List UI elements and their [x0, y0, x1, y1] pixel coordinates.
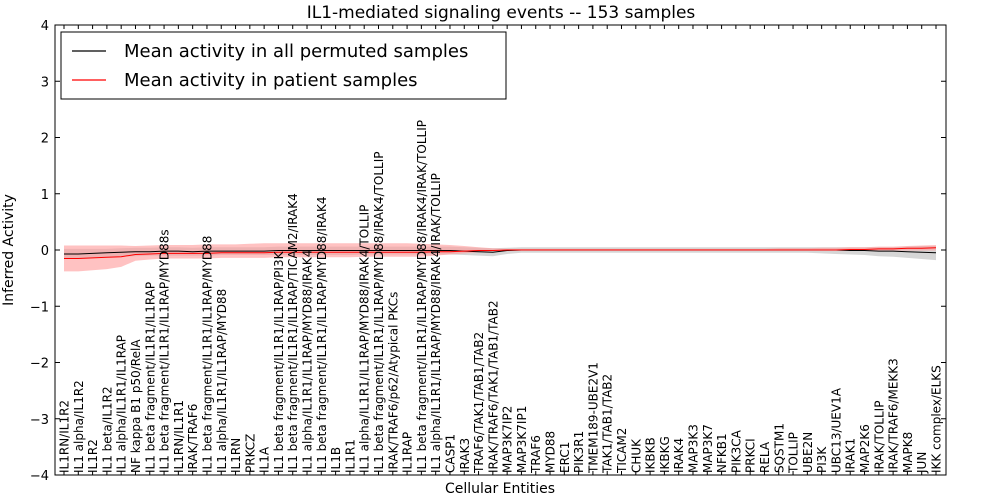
x-category-label: IL1 alpha/IL1R1/IL1RAP — [115, 335, 129, 473]
x-category-label: MAP3K3 — [686, 424, 700, 473]
x-category-label: IKBKB — [644, 437, 658, 473]
x-category-label: NFKB1 — [715, 433, 729, 473]
x-category-label: MAP2K6 — [858, 424, 872, 473]
x-category-label: IL1 beta fragment/IL1R1/IL1RAP/PI3K — [272, 250, 286, 473]
x-category-label: IL1 alpha/IL1R1/IL1RAP/MYD88 — [215, 289, 229, 473]
x-category-label: IL1R1 — [343, 439, 357, 473]
x-category-label: IL1 beta fragment/IL1R1/IL1RAP — [143, 282, 157, 473]
x-category-label: ERC1 — [558, 442, 572, 473]
x-category-label: IL1 beta fragment/IL1R1/IL1RAP/MYD88/IRA… — [415, 120, 429, 473]
series-lines — [64, 247, 937, 259]
x-category-label: RELA — [758, 441, 772, 473]
x-category-label: UBC13/UEV1A — [829, 387, 843, 473]
x-category-label: IL1 beta fragment/IL1R1/IL1RAP/MYD88 — [200, 236, 214, 473]
x-category-label: IL1 beta fragment/IL1R1/IL1RAP/TICAM2/IR… — [286, 193, 300, 473]
x-category-label: IL1 alpha/IL1R1/IL1RAP/MYD88/IRAK4/IRAK/… — [429, 173, 443, 473]
x-category-label: TRAF6 — [529, 435, 543, 474]
x-category-label: IRAK1 — [844, 438, 858, 473]
x-category-label: MAP3K7IP2 — [501, 406, 515, 473]
y-tick-label: 2 — [41, 132, 49, 147]
x-category-label: IRAK3 — [458, 438, 472, 473]
x-category-label: UBE2N — [801, 432, 815, 473]
x-category-label: IRAK/TRAF6/p62/Atypical PKCs — [386, 292, 400, 473]
x-category-label: CASP1 — [443, 434, 457, 473]
x-category-label: CHUK — [629, 438, 643, 473]
y-tick-label: 3 — [41, 75, 49, 90]
y-tick-label: −2 — [30, 357, 49, 372]
x-category-label: IL1A — [258, 446, 272, 473]
legend-label-patient: Mean activity in patient samples — [124, 70, 418, 91]
x-category-label: IRAK/TRAF6/MEKK3 — [887, 358, 901, 473]
x-category-label: PIK3R1 — [572, 431, 586, 473]
y-axis: −4 −3 −2 −1 0 1 2 3 4 — [30, 19, 946, 484]
x-category-label: PIK3CA — [729, 429, 743, 473]
x-category-label: IL1 beta fragment/IL1R1/IL1RAP/MYD88/IRA… — [372, 152, 386, 473]
y-tick-label: 4 — [41, 19, 49, 34]
x-category-label: TOLLIP — [787, 432, 801, 474]
x-category-label: TRAF6/TAK1/TAB1/TAB2 — [472, 332, 486, 474]
x-category-label: IL1RN — [229, 438, 243, 473]
x-category-label: MAP3K7 — [701, 424, 715, 473]
x-category-label: IL1 alpha/IL1R2 — [72, 380, 86, 473]
x-category-label: MYD88 — [544, 431, 558, 473]
x-axis-title: Cellular Entities — [445, 481, 555, 497]
x-category-label: JUN — [915, 452, 929, 474]
x-category-label: IL1RN/IL1R1 — [172, 400, 186, 473]
x-category-label: IKK complex/ELKS — [930, 365, 944, 473]
x-category-label: IL1 beta fragment/IL1R1/IL1RAP/MYD88/IRA… — [315, 196, 329, 473]
x-category-label: IRAK/TRAF6 — [186, 404, 200, 473]
x-category-label: IKBKG — [658, 436, 672, 473]
chart-title: IL1-mediated signaling events -- 153 sam… — [307, 3, 696, 23]
y-tick-label: −4 — [30, 469, 49, 484]
line-patient-mean — [64, 247, 937, 259]
x-category-label: IL1 beta/IL1R2 — [100, 386, 114, 473]
x-category-label: IRAK/TRAF6/TAK1/TAB1/TAB2 — [486, 300, 500, 473]
x-category-label: NF kappa B1 p50/RelA — [129, 339, 143, 473]
x-category-label: IL1 alpha/IL1R1/IL1RAP/MYD88/IRAK4/TOLLI… — [358, 205, 372, 473]
y-tick-label: −3 — [30, 413, 49, 428]
legend-box — [60, 31, 507, 100]
x-category-label: IL1R2 — [86, 439, 100, 473]
x-category-label: TICAM2 — [615, 428, 629, 474]
x-category-label: MAP3K7IP1 — [515, 406, 529, 473]
legend-label-permuted: Mean activity in all permuted samples — [124, 41, 468, 62]
x-category-label: IRAK/TOLLIP — [872, 401, 886, 473]
x-category-label: IL1RAP — [401, 432, 415, 473]
x-category-label: TAK1/TAB1/TAB2 — [601, 374, 615, 474]
x-category-label: IRAK4 — [672, 438, 686, 473]
y-tick-label: −1 — [30, 300, 49, 315]
x-axis-labels: IL1RN/IL1R2 IL1 alpha/IL1R2 IL1R2 IL1 beta/… — [58, 25, 944, 475]
x-category-label: IL1B — [329, 447, 343, 473]
legend: Mean activity in all permuted samples Me… — [60, 31, 507, 100]
x-category-label: SQSTM1 — [772, 423, 786, 473]
x-category-label: PRKCZ — [243, 434, 257, 473]
y-tick-label: 1 — [41, 188, 49, 203]
x-category-label: IL1 alpha/IL1R1/IL1RAP/MYD88/IRAK4 — [301, 250, 315, 473]
x-category-label: TMEM189-UBE2V1 — [586, 362, 600, 474]
x-category-label: IL1 beta fragment/IL1R1/IL1RAP/MYD88s — [158, 229, 172, 473]
x-category-label: PRKCI — [744, 438, 758, 473]
y-tick-label: 0 — [41, 244, 49, 259]
x-category-label: IL1RN/IL1R2 — [58, 400, 72, 473]
x-category-label: MAPK8 — [901, 432, 915, 473]
y-axis-title: Inferred Activity — [1, 194, 17, 306]
x-category-label: PI3K — [815, 446, 829, 473]
